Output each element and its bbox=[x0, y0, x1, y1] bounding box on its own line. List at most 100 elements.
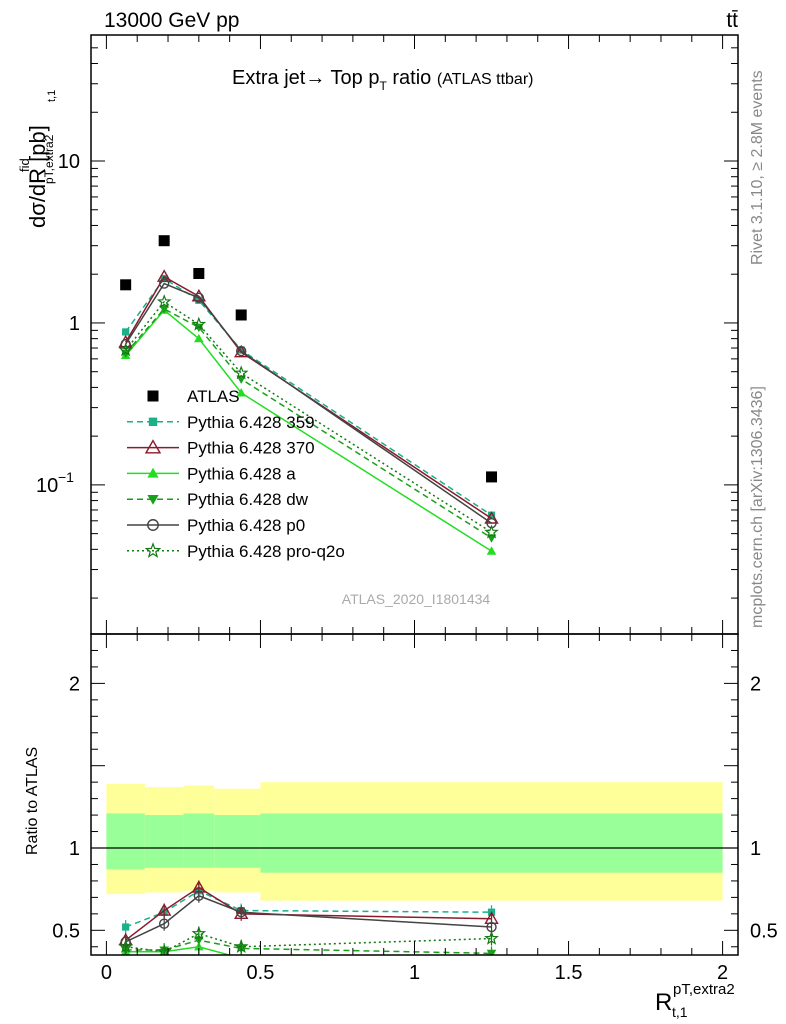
data-point bbox=[194, 333, 204, 343]
ratio-data-point bbox=[158, 918, 170, 929]
legend-marker bbox=[147, 467, 159, 478]
ratio-data-point bbox=[193, 890, 205, 901]
data-point bbox=[156, 294, 172, 309]
data-point bbox=[120, 279, 132, 291]
x-tick-label: 1 bbox=[409, 962, 420, 984]
data-point bbox=[486, 471, 498, 483]
data-point bbox=[486, 546, 497, 555]
ratio-data-point bbox=[156, 903, 172, 916]
data-point bbox=[120, 338, 131, 350]
legend-label: Pythia 6.428 pro-q2o bbox=[187, 542, 345, 561]
rivet-label: Rivet 3.1.10, ≥ 2.8M events bbox=[749, 70, 766, 265]
ratio-panel: 0.5 0.5 1 1 2 2 0 0.5 1 1.5 2 bbox=[52, 633, 778, 984]
legend-marker bbox=[147, 495, 159, 505]
y-tick-label-exponent: −1 bbox=[58, 469, 74, 485]
legend-label: Pythia 6.428 370 bbox=[187, 439, 315, 458]
uncertainty-band-inner bbox=[106, 813, 145, 870]
ratio-y-tick-label-right: 0.5 bbox=[750, 920, 778, 942]
x-tick-label: 0 bbox=[101, 962, 112, 984]
ratio-series-line bbox=[125, 939, 492, 955]
uncertainty-band-inner bbox=[260, 813, 723, 873]
ratio-data-point bbox=[484, 930, 499, 945]
ratio-y-tick-label: 0.5 bbox=[52, 920, 80, 942]
legend-label: Pythia 6.428 a bbox=[187, 464, 296, 483]
plot-title: Extra jet→ Top pT ratio (ATLAS ttbar) bbox=[232, 67, 533, 93]
plot-title-tail: ratio bbox=[387, 67, 431, 89]
uncertainty-band-inner bbox=[214, 815, 261, 868]
legend-label: ATLAS bbox=[187, 387, 240, 406]
ratio-bands bbox=[91, 782, 738, 955]
analysis-watermark: ATLAS_2020_I1801434 bbox=[342, 591, 491, 607]
y-axis-label-pt: pT,extra2 bbox=[42, 134, 56, 184]
legend-marker bbox=[148, 417, 158, 426]
ratio-frame bbox=[90, 633, 739, 956]
legend-marker bbox=[147, 390, 159, 402]
data-point bbox=[484, 524, 499, 539]
ratio-data-point bbox=[194, 936, 204, 945]
legend-label: Pythia 6.428 359 bbox=[187, 413, 315, 432]
data-point bbox=[158, 278, 170, 289]
series-line bbox=[125, 282, 492, 524]
uncertainty-band-inner bbox=[183, 813, 215, 868]
y-axis-label-fid: fid bbox=[17, 158, 32, 172]
uncertainty-band-inner bbox=[144, 815, 184, 868]
x-axis-label-sub: t,1 bbox=[672, 1004, 688, 1020]
series-line bbox=[125, 308, 492, 539]
legend-marker bbox=[144, 439, 162, 454]
ratio-series-line bbox=[125, 932, 492, 953]
data-point bbox=[193, 268, 205, 280]
energy-label: 13000 GeV pp bbox=[104, 9, 239, 32]
data-point bbox=[235, 345, 247, 357]
data-point bbox=[118, 334, 133, 348]
data-point bbox=[233, 344, 249, 358]
x-axis-label-sup: pT,extra2 bbox=[673, 981, 735, 998]
x-tick-label: 1.5 bbox=[555, 962, 583, 984]
ratio-y-tick-label-right: 2 bbox=[750, 673, 761, 695]
ratio-data-point bbox=[486, 949, 497, 955]
data-point bbox=[191, 288, 207, 302]
x-axis-label-main: R bbox=[655, 989, 672, 1016]
plot-title-main: Extra jet→ Top p bbox=[232, 67, 379, 89]
y-axis-label-t1: t,1 bbox=[46, 90, 58, 102]
ratio-data-point bbox=[235, 907, 247, 918]
ratio-y-tick-label: 2 bbox=[69, 673, 80, 695]
mcplots-label: mcplots.cern.ch [arXiv:1306.3436] bbox=[749, 386, 766, 628]
data-point bbox=[193, 292, 205, 303]
y-axis-label-main: dσ/dR [pb] bbox=[25, 125, 50, 228]
data-point bbox=[159, 305, 169, 314]
legend-marker bbox=[147, 519, 159, 531]
x-axis-label: R pT,extra2 t,1 bbox=[655, 981, 735, 1020]
data-point bbox=[156, 269, 172, 282]
data-point bbox=[118, 342, 133, 357]
legend-marker bbox=[144, 542, 162, 558]
ratio-y-axis-label: Ratio to ATLAS bbox=[24, 747, 41, 855]
data-point bbox=[158, 235, 170, 247]
process-label: tt̄ bbox=[726, 9, 738, 32]
x-tick-label: 2 bbox=[717, 962, 728, 984]
data-point bbox=[191, 316, 207, 331]
data-point bbox=[235, 309, 247, 321]
series-line bbox=[125, 277, 492, 516]
ratio-data-point bbox=[191, 925, 207, 940]
ratio-y-tick-label: 1 bbox=[69, 838, 80, 860]
y-axis-label: dσ/dR [pb] fid pT,extra2 t,1 bbox=[17, 90, 58, 228]
y-tick-label: 1 bbox=[69, 313, 80, 335]
legend-label: Pythia 6.428 dw bbox=[187, 490, 309, 509]
legend-label: Pythia 6.428 p0 bbox=[187, 516, 305, 535]
ratio-data-point bbox=[118, 939, 134, 953]
data-point bbox=[236, 388, 246, 397]
x-tick-label: 0.5 bbox=[247, 962, 275, 984]
ratio-data-point bbox=[233, 939, 249, 953]
plot-title-sub: T bbox=[379, 79, 387, 93]
plot-title-paren: (ATLAS ttbar) bbox=[437, 71, 534, 88]
ratio-data-point bbox=[122, 923, 130, 931]
data-point bbox=[233, 365, 249, 380]
series-line bbox=[125, 300, 492, 533]
main-series-group bbox=[118, 235, 499, 555]
y-tick-label: 10 bbox=[36, 475, 58, 497]
y-tick-label: 10 bbox=[58, 151, 80, 173]
data-point bbox=[122, 328, 130, 336]
data-point bbox=[487, 511, 496, 519]
